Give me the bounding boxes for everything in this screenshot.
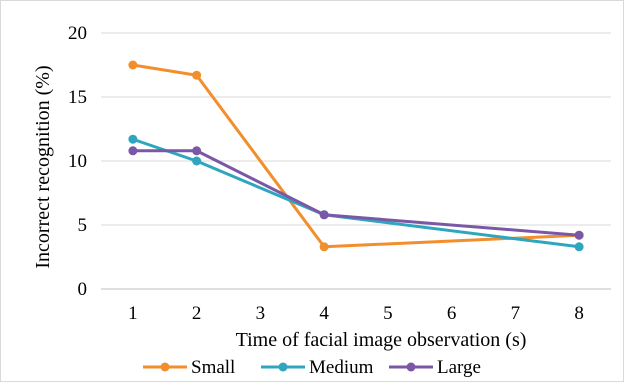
x-tick-label-8: 8	[574, 303, 584, 324]
data-point-small-x2	[192, 70, 202, 80]
data-point-medium-x2	[192, 156, 202, 166]
data-point-small-x1	[128, 60, 138, 70]
data-point-small-x4	[319, 242, 329, 252]
series-line-small	[131, 63, 581, 249]
axis-layer: 0 5 10 15 20 1 2 3 4 5 6 7 8	[68, 23, 611, 324]
y-tick-label-5: 5	[78, 215, 88, 236]
data-point-large-x2	[192, 146, 202, 156]
x-tick-label-3: 3	[256, 303, 266, 324]
series-layer	[128, 60, 584, 252]
x-tick-label-6: 6	[447, 303, 457, 324]
data-point-medium-x1	[128, 134, 138, 144]
legend-marker-medium	[278, 362, 288, 372]
x-tick-label-1: 1	[128, 303, 138, 324]
y-axis-title: Incorrect recognition (%)	[32, 65, 54, 268]
x-axis-title: Time of facial image observation (s)	[236, 329, 527, 351]
y-tick-label-15: 15	[68, 87, 87, 108]
y-tick-label-0: 0	[78, 279, 88, 300]
x-tick-label-4: 4	[319, 303, 329, 324]
y-tick-label-10: 10	[68, 151, 87, 172]
legend-label-large: Large	[437, 357, 481, 378]
x-tick-label-7: 7	[511, 303, 521, 324]
x-tick-label-2: 2	[192, 303, 202, 324]
grid-layer	[101, 32, 611, 226]
data-point-large-x8	[574, 230, 584, 240]
data-point-large-x4	[319, 210, 329, 220]
legend-marker-large	[406, 362, 416, 372]
data-point-medium-x8	[574, 242, 584, 252]
y-tick-label-20: 20	[68, 23, 87, 44]
x-tick-label-5: 5	[383, 303, 393, 324]
data-point-large-x1	[128, 146, 138, 156]
label-layer: Time of facial image observation (s) Inc…	[32, 65, 526, 351]
legend-label-small: Small	[191, 357, 235, 378]
series-line-large	[131, 149, 581, 237]
legend: Small Medium Large	[143, 357, 481, 378]
legend-label-medium: Medium	[309, 357, 374, 378]
legend-marker-small	[160, 362, 170, 372]
